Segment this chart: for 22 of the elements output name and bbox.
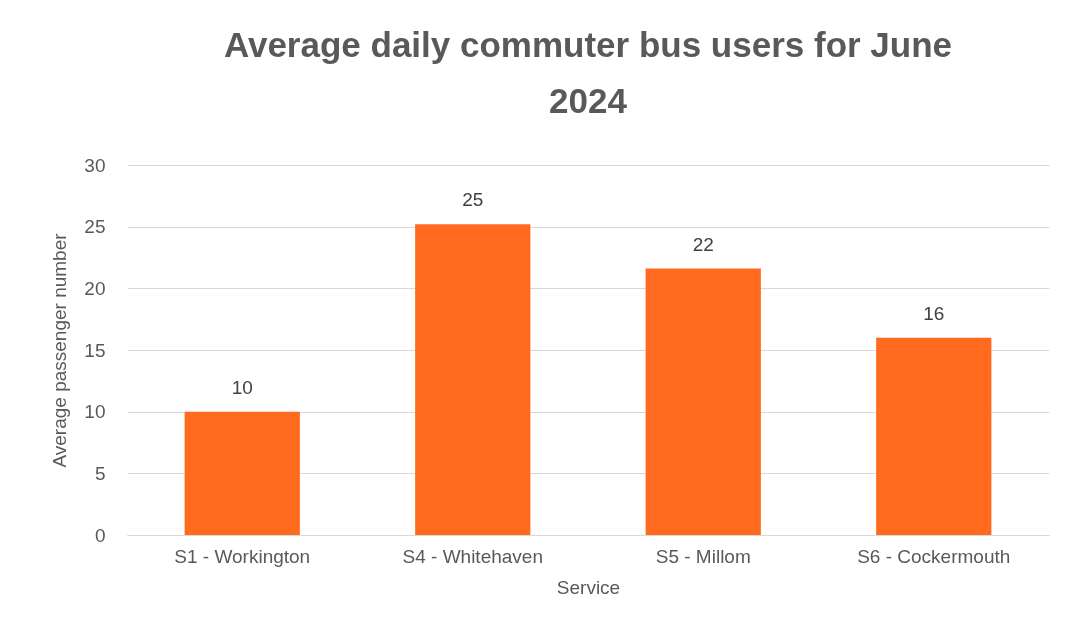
data-label: 22 <box>692 233 714 255</box>
y-tick-label: 30 <box>84 154 106 176</box>
y-tick-label: 10 <box>84 401 106 423</box>
bar <box>184 411 300 535</box>
bar <box>415 224 531 535</box>
y-axis-title: Average passenger number <box>49 232 71 468</box>
y-tick-label: 5 <box>94 462 106 484</box>
data-label: 25 <box>462 189 484 211</box>
x-axis-title: Service <box>556 576 621 598</box>
chart-title: Average daily commuter bus users for June 2024 <box>223 25 953 120</box>
x-tick-label: S1 - Workington <box>174 545 311 567</box>
y-tick-label: 15 <box>84 339 106 361</box>
y-tick-label: 25 <box>84 216 106 238</box>
x-tick-label: S6 - Cockermouth <box>857 545 1011 567</box>
x-tick-label: S5 - Millom <box>655 545 751 567</box>
data-label: 10 <box>231 376 253 398</box>
x-tick-label: S4 - Whitehaven <box>402 545 543 567</box>
bar <box>876 337 992 535</box>
y-tick-label: 0 <box>94 524 106 546</box>
y-tick-label: 20 <box>84 277 106 299</box>
bar <box>645 268 761 535</box>
data-label: 16 <box>923 302 945 324</box>
